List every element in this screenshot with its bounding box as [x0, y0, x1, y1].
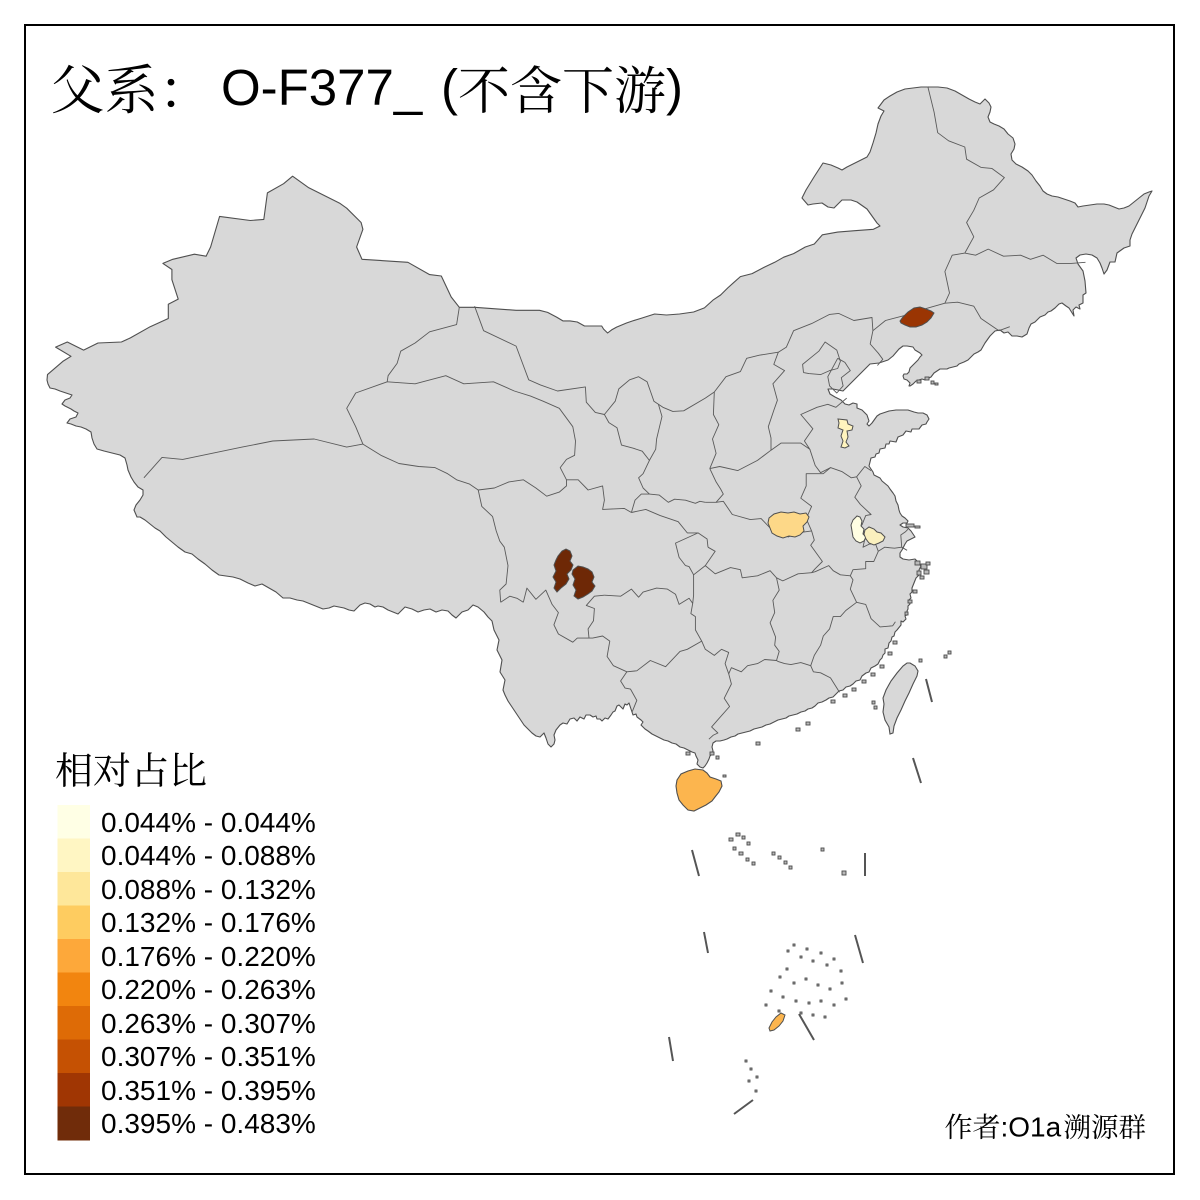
svg-text::O1a: :O1a: [1001, 1112, 1062, 1143]
svg-text:0.176% - 0.220%: 0.176% - 0.220%: [101, 941, 316, 972]
svg-text:): ): [666, 59, 683, 116]
svg-text:0.351% - 0.395%: 0.351% - 0.395%: [101, 1075, 316, 1106]
svg-text:0.307% - 0.351%: 0.307% - 0.351%: [101, 1041, 316, 1072]
svg-text:0.395% - 0.483%: 0.395% - 0.483%: [101, 1108, 316, 1139]
svg-text:0.044% - 0.088%: 0.044% - 0.088%: [101, 840, 316, 871]
svg-text:0.220% - 0.263%: 0.220% - 0.263%: [101, 974, 316, 1005]
svg-text:0.044% - 0.044%: 0.044% - 0.044%: [101, 807, 316, 838]
svg-text:0.088% - 0.132%: 0.088% - 0.132%: [101, 874, 316, 905]
svg-text:0.132% - 0.176%: 0.132% - 0.176%: [101, 907, 316, 938]
svg-text:(: (: [441, 59, 458, 116]
svg-text:O-F377_: O-F377_: [221, 59, 423, 116]
svg-text:0.263% - 0.307%: 0.263% - 0.307%: [101, 1008, 316, 1039]
